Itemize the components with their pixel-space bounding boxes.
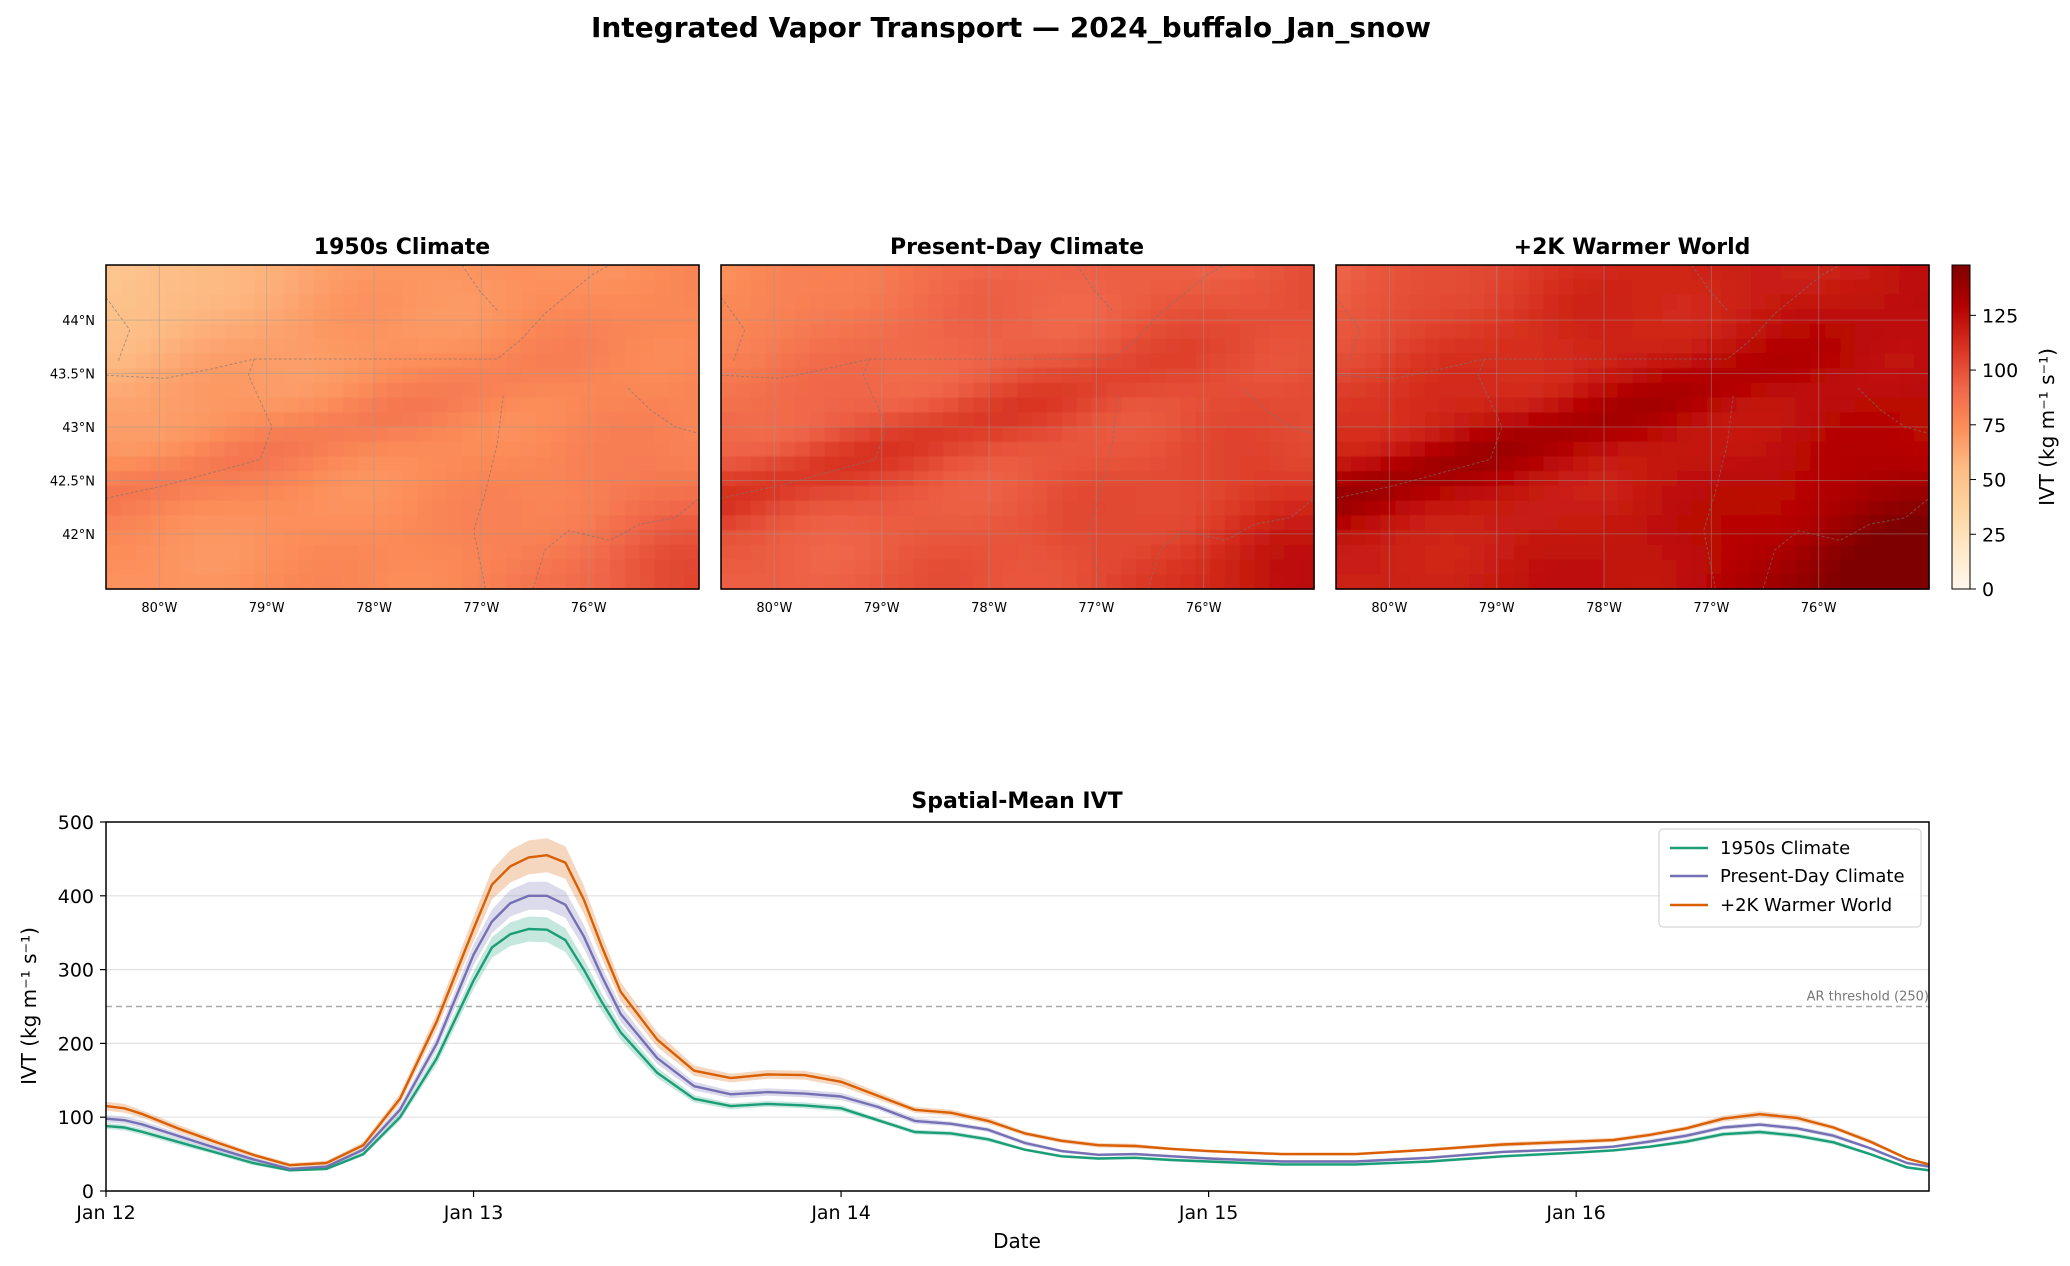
colorbar: 0 25 50 75 100 125 IVT (kg m⁻¹ s⁻¹) [1951,264,2059,601]
colorbar-tick-label: 100 [1982,360,2018,382]
colorbar-tick-label: 125 [1982,305,2018,327]
series-lines [105,854,1930,1172]
legend-entry: 1950s Climate [1720,838,1850,859]
lon-tick-label: 77°W [463,601,499,616]
colorbar-label: IVT (kg m⁻¹ s⁻¹) [2035,348,2059,506]
y-tick-label: 100 [58,1107,94,1129]
map-coastlines [1335,264,1930,590]
x-tick-label: Jan 13 [443,1202,504,1224]
y-tick-label: 200 [58,1033,94,1055]
lat-tick-label: 43.5°N [50,368,95,383]
series-line [105,894,1930,1171]
y-tick-label: 0 [82,1181,94,1203]
lon-tick-label: 79°W [864,601,900,616]
colorbar-gradient [1951,264,1971,590]
map-panel-present-day: Present-Day Climate [720,235,1315,590]
threshold-label: AR threshold (250) [1807,990,1929,1005]
legend-box [1658,828,1922,928]
lat-tick-label: 42.5°N [50,474,95,489]
map-panel-warmer: +2K Warmer World [1335,235,1930,590]
lon-tick-label: 76°W [1801,601,1837,616]
colorbar-tick-label: 50 [1982,470,2006,492]
chart-title: Spatial-Mean IVT [911,789,1122,814]
lon-tick-label: 80°W [756,601,792,616]
map-panel-1950s: 1950s Climate [105,235,700,590]
map-gridlines [721,265,1314,589]
series-band [106,838,1929,1168]
lon-tick-label: 79°W [1479,601,1515,616]
lon-tick-label: 78°W [356,601,392,616]
colorbar-tick-label: 75 [1982,415,2006,437]
y-axis-ticks: 0 100 200 300 400 500 [58,812,106,1203]
lon-tick-label: 80°W [141,601,177,616]
series-bands [106,838,1929,1172]
series-line [105,854,1930,1167]
plot-frame [105,821,1930,1192]
colorbar-tick-label: 25 [1982,524,2006,546]
ar-threshold: AR threshold (250) [106,990,1929,1008]
lon-tick-label: 77°W [1693,601,1729,616]
colorbar-tick-label: 0 [1982,579,1994,601]
map-coastlines [720,264,1315,590]
map-ivt-field [1336,265,1930,590]
map-panels: 1950s Climate Present-Day Climate +2K Wa… [50,235,1930,616]
lat-tick-label: 42°N [62,528,95,543]
lat-tick-label: 44°N [62,314,95,329]
map-ivt-field [721,265,1315,590]
x-tick-label: Jan 16 [1545,1202,1606,1224]
legend: 1950s Climate Present-Day Climate +2K Wa… [1658,828,1922,928]
colorbar-ticks: 0 25 50 75 100 125 [1970,305,2018,601]
x-tick-label: Jan 12 [75,1202,136,1224]
x-axis-ticks: Jan 12 Jan 13 Jan 14 Jan 15 Jan 16 [75,1191,1606,1224]
legend-entry: +2K Warmer World [1720,895,1892,916]
map-panel-title: Present-Day Climate [890,235,1144,260]
timeseries-panel: Spatial-Mean IVT AR threshold (250) 0 100… [17,789,1930,1253]
y-tick-label: 300 [58,960,94,982]
y-tick-label: 500 [58,812,94,834]
legend-entry: Present-Day Climate [1720,866,1905,887]
map-panel-title: +2K Warmer World [1514,235,1751,260]
lon-tick-label: 76°W [571,601,607,616]
x-tick-label: Jan 15 [1178,1202,1239,1224]
map-coastlines [105,264,700,590]
y-tick-label: 400 [58,886,94,908]
lon-tick-label: 79°W [249,601,285,616]
x-tick-label: Jan 14 [810,1202,871,1224]
series-line [105,927,1930,1172]
figure-title: Integrated Vapor Transport — 2024_buffal… [591,11,1431,44]
x-axis-label: Date [993,1229,1041,1253]
map-panel-title: 1950s Climate [314,235,490,260]
y-axis-label: IVT (kg m⁻¹ s⁻¹) [17,927,41,1085]
lon-tick-label: 77°W [1078,601,1114,616]
lat-tick-label: 43°N [62,421,95,436]
map-ivt-field [106,265,700,590]
map-axis-labels: 80°W 79°W 78°W 77°W 76°W 80°W 79°W 78°W 77°W 76°W… [50,314,1837,616]
lon-tick-label: 78°W [971,601,1007,616]
lon-tick-label: 80°W [1371,601,1407,616]
lon-tick-label: 78°W [1586,601,1622,616]
lon-tick-label: 76°W [1186,601,1222,616]
